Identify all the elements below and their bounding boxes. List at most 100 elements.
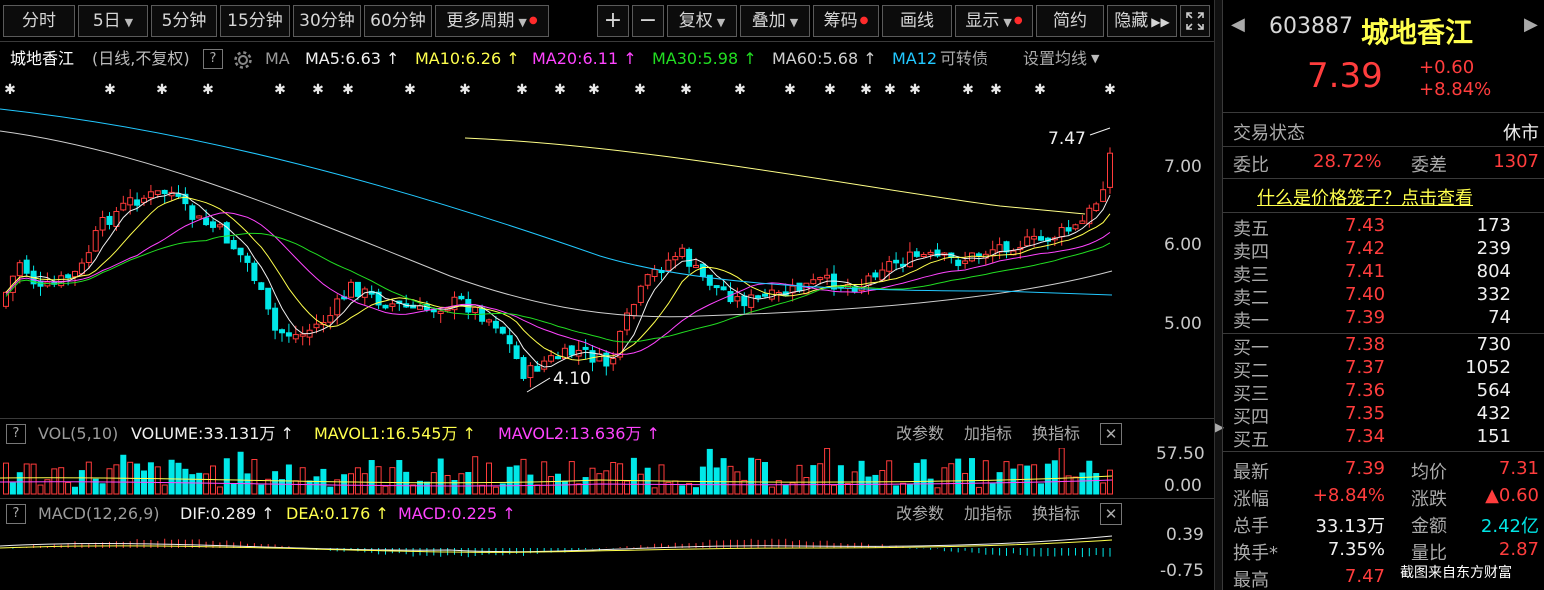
event-marker-icon[interactable]: ✱ bbox=[1034, 82, 1046, 98]
sell-level-price: 7.41 bbox=[1345, 261, 1386, 282]
dea-text: DEA:0.176 bbox=[286, 504, 371, 523]
candle-body bbox=[920, 254, 927, 258]
collapse-arrow-icon[interactable]: ▶ bbox=[1215, 420, 1225, 434]
ma20-line bbox=[5, 212, 1111, 355]
candle-body bbox=[1065, 227, 1072, 232]
zoom-out-button[interactable]: − bbox=[632, 5, 664, 37]
candle-body bbox=[410, 304, 417, 309]
volume-bar bbox=[720, 458, 727, 495]
macd-switch-indicator-button[interactable]: 换指标 bbox=[1032, 504, 1081, 523]
overlay-button[interactable]: 叠加 ▼ bbox=[740, 5, 810, 37]
event-marker-icon[interactable]: ✱ bbox=[342, 82, 354, 98]
volume-bar bbox=[727, 465, 734, 495]
macd-help-button[interactable]: ? bbox=[6, 504, 26, 524]
chevron-down-icon: ▼ bbox=[716, 16, 726, 29]
candle-body bbox=[927, 251, 934, 255]
period-30min-button[interactable]: 30分钟 bbox=[293, 5, 361, 37]
vol-close-button[interactable]: ✕ bbox=[1100, 423, 1122, 445]
price-cage-link[interactable]: 什么是价格笼子？点击查看 bbox=[1257, 188, 1473, 209]
candle-body bbox=[127, 197, 134, 206]
sidebar-splitter[interactable]: ▶ bbox=[1214, 0, 1225, 590]
volume-bar bbox=[396, 460, 403, 495]
volume-chart[interactable] bbox=[0, 448, 1214, 496]
event-marker-icon[interactable]: ✱ bbox=[156, 82, 168, 98]
candle-body bbox=[975, 253, 982, 257]
event-marker-icon[interactable]: ✱ bbox=[909, 82, 921, 98]
macd-chart[interactable] bbox=[0, 528, 1214, 588]
event-marker-icon[interactable]: ✱ bbox=[1104, 82, 1116, 98]
event-marker-icon[interactable]: ✱ bbox=[634, 82, 646, 98]
candle-body bbox=[244, 255, 251, 263]
next-stock-arrow-icon[interactable]: ▶ bbox=[1524, 14, 1538, 35]
sell-level-row: 卖五 7.43 173 bbox=[1223, 215, 1544, 240]
ma20-text: MA20:6.11 bbox=[532, 49, 619, 68]
stat-label: 最高 bbox=[1233, 570, 1269, 590]
event-marker-icon[interactable]: ✱ bbox=[404, 82, 416, 98]
dif-text: DIF:0.289 bbox=[180, 504, 257, 523]
macd-change-params-button[interactable]: 改参数 bbox=[896, 504, 945, 523]
chips-button[interactable]: 筹码 ● bbox=[813, 5, 879, 37]
period-fenshi-button[interactable]: 分时 bbox=[3, 5, 75, 37]
volume-bar bbox=[803, 476, 810, 495]
event-marker-icon[interactable]: ✱ bbox=[990, 82, 1002, 98]
fuquan-button[interactable]: 复权 ▼ bbox=[667, 5, 737, 37]
volume-bar bbox=[568, 461, 575, 495]
kline-chart[interactable]: ✱ ✱ ✱ ✱ ✱ ✱ ✱ ✱ ✱ ✱ ✱ ✱ ✱ ✱ ✱ ✱ ✱ ✱ ✱ ✱ ✱ ✱ ✱ ✱ bbox=[0, 76, 1214, 416]
event-marker-icon[interactable]: ✱ bbox=[884, 82, 896, 98]
event-marker-icon[interactable]: ✱ bbox=[680, 82, 692, 98]
event-marker-icon[interactable]: ✱ bbox=[554, 82, 566, 98]
macd-close-button[interactable]: ✕ bbox=[1100, 503, 1122, 525]
draw-line-button[interactable]: 画线 bbox=[882, 5, 952, 37]
prev-stock-arrow-icon[interactable]: ◀ bbox=[1231, 14, 1245, 35]
period-15min-button[interactable]: 15分钟 bbox=[220, 5, 290, 37]
fullscreen-button[interactable] bbox=[1180, 5, 1210, 37]
dea-line bbox=[0, 539, 1113, 553]
event-marker-icon[interactable]: ✱ bbox=[4, 82, 16, 98]
gear-icon[interactable] bbox=[233, 50, 253, 70]
volume-bar bbox=[693, 487, 699, 495]
volume-bar bbox=[665, 481, 672, 495]
event-marker-icon[interactable]: ✱ bbox=[459, 82, 471, 98]
event-marker-icon[interactable]: ✱ bbox=[274, 82, 286, 98]
event-marker-icon[interactable]: ✱ bbox=[824, 82, 836, 98]
candle-body bbox=[285, 332, 292, 337]
vol-add-indicator-button[interactable]: 加指标 bbox=[964, 424, 1013, 443]
volume-bar bbox=[713, 467, 720, 495]
display-button[interactable]: 显示 ▼ ● bbox=[955, 5, 1033, 37]
convertible-bond-label[interactable]: 可转债 bbox=[940, 49, 989, 68]
simple-mode-button[interactable]: 简约 bbox=[1036, 5, 1104, 37]
event-marker-icon[interactable]: ✱ bbox=[784, 82, 796, 98]
event-marker-icon[interactable]: ✱ bbox=[734, 82, 746, 98]
price-change: +0.60 bbox=[1419, 57, 1475, 78]
sell-level-label: 卖二 bbox=[1233, 288, 1269, 309]
period-5day-button[interactable]: 5日 ▼ bbox=[78, 5, 148, 37]
candle-body bbox=[223, 222, 230, 244]
event-marker-icon[interactable]: ✱ bbox=[312, 82, 324, 98]
candle-body bbox=[817, 277, 824, 281]
vol-help-button[interactable]: ? bbox=[6, 424, 26, 444]
more-periods-button[interactable]: 更多周期 ▼ ● bbox=[435, 5, 549, 37]
event-marker-icon[interactable]: ✱ bbox=[860, 82, 872, 98]
notification-dot-icon: ● bbox=[859, 15, 869, 26]
volume-bar bbox=[541, 461, 548, 495]
help-button[interactable]: ? bbox=[203, 49, 223, 69]
zoom-in-button[interactable]: + bbox=[597, 5, 629, 37]
volume-bar bbox=[810, 465, 817, 495]
event-marker-icon[interactable]: ✱ bbox=[962, 82, 974, 98]
chevron-down-icon: ▼ bbox=[124, 16, 134, 29]
event-marker-icon[interactable]: ✱ bbox=[588, 82, 600, 98]
vol-switch-indicator-button[interactable]: 换指标 bbox=[1032, 424, 1081, 443]
volume-bar bbox=[1079, 472, 1086, 495]
macd-add-indicator-button[interactable]: 加指标 bbox=[964, 504, 1013, 523]
ma-settings-button[interactable]: 设置均线 ▼ bbox=[1023, 44, 1099, 74]
volume-bar bbox=[672, 480, 679, 495]
vol-change-params-button[interactable]: 改参数 bbox=[896, 424, 945, 443]
hide-button[interactable]: 隐藏 ▶▶ bbox=[1107, 5, 1177, 37]
candle-body bbox=[555, 356, 561, 360]
event-marker-icon[interactable]: ✱ bbox=[516, 82, 528, 98]
volume-bar bbox=[837, 465, 844, 495]
period-60min-button[interactable]: 60分钟 bbox=[364, 5, 432, 37]
period-5min-button[interactable]: 5分钟 bbox=[151, 5, 217, 37]
event-marker-icon[interactable]: ✱ bbox=[104, 82, 116, 98]
event-marker-icon[interactable]: ✱ bbox=[202, 82, 214, 98]
